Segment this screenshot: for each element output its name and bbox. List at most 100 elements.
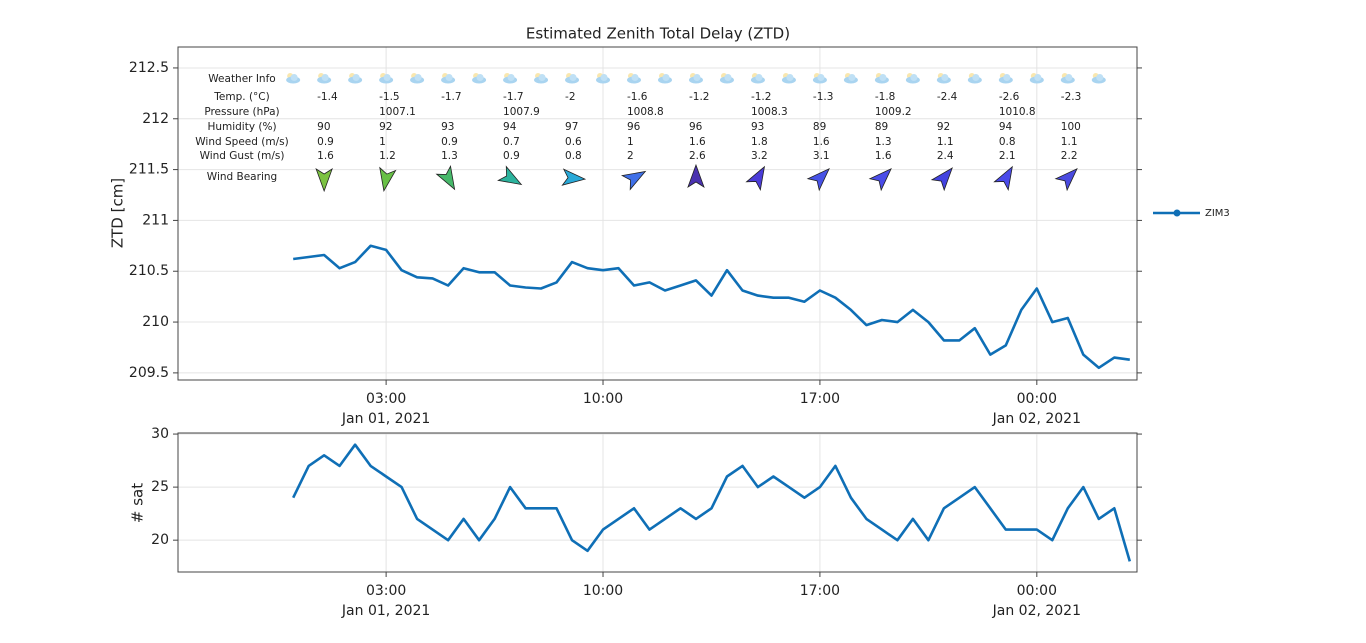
- weather-icon: [1029, 73, 1044, 84]
- cell-value: 1: [627, 136, 634, 148]
- y-axis-label: ZTD [cm]: [109, 178, 127, 248]
- weather-icon: [286, 73, 301, 84]
- cell-value: -1.7: [441, 91, 462, 103]
- x-tick-label: 17:00: [800, 391, 840, 407]
- y-tick-label: 211.5: [129, 162, 169, 178]
- cell-value: 1008.3: [751, 106, 788, 118]
- weather-icon: [348, 73, 363, 84]
- weather-icon: [688, 73, 703, 84]
- cell-value: 97: [565, 121, 578, 133]
- icon-cloud: [538, 74, 546, 81]
- weather-icon: [441, 73, 456, 84]
- wind-arrow: [1054, 167, 1078, 192]
- cell-value: 0.9: [441, 136, 458, 148]
- y-tick-label: 25: [151, 479, 169, 495]
- cell-value: 2.1: [999, 150, 1016, 162]
- cell-value: 1.2: [379, 150, 396, 162]
- x-tick-sublabel: Jan 02, 2021: [992, 603, 1081, 619]
- icon-cloud: [507, 74, 515, 81]
- icon-cloud: [1096, 74, 1104, 81]
- icon-cloud: [383, 74, 391, 81]
- cell-value: 0.8: [999, 136, 1016, 148]
- weather-icon: [317, 73, 332, 84]
- x-tick-sublabel: Jan 01, 2021: [341, 411, 430, 427]
- x-tick-label: 03:00: [366, 391, 406, 407]
- cell-value: 1010.8: [999, 106, 1036, 118]
- y-axis-label: # sat: [129, 483, 147, 523]
- icon-cloud: [724, 74, 732, 81]
- cell-value: 89: [813, 121, 826, 133]
- weather-icon: [843, 73, 858, 84]
- wind-arrow: [561, 168, 587, 186]
- cell-value: 1.6: [813, 136, 830, 148]
- x-tick-label: 03:00: [366, 583, 406, 599]
- cell-value: 1.3: [441, 150, 458, 162]
- y-tick-label: 210.5: [129, 263, 169, 279]
- icon-cloud: [600, 74, 608, 81]
- icon-cloud: [941, 74, 949, 81]
- cell-value: 1.6: [317, 150, 334, 162]
- weather-icon: [998, 73, 1013, 84]
- weather-icon: [410, 73, 425, 84]
- cell-value: -2.6: [999, 91, 1020, 103]
- icon-cloud: [631, 74, 639, 81]
- wind-arrow: [620, 170, 647, 191]
- x-tick-label: 10:00: [583, 391, 623, 407]
- y-tick-label: 30: [151, 426, 169, 442]
- icon-cloud: [445, 74, 453, 81]
- x-tick-label: 10:00: [583, 583, 623, 599]
- legend-label: ZIM3: [1205, 208, 1230, 219]
- cell-value: 92: [379, 121, 392, 133]
- icon-cloud: [972, 74, 980, 81]
- y-tick-label: 212.5: [129, 60, 169, 76]
- weather-icon: [750, 73, 765, 84]
- cell-value: -2: [565, 91, 575, 103]
- icon-cloud: [817, 74, 825, 81]
- plot-frame: [177, 46, 1138, 381]
- cell-value: 1007.9: [503, 106, 540, 118]
- cell-value: 1007.1: [379, 106, 416, 118]
- y-tick-label: 209.5: [129, 365, 169, 381]
- x-tick-sublabel: Jan 02, 2021: [992, 411, 1081, 427]
- row-label: Wind Bearing: [207, 171, 277, 183]
- cell-value: 0.9: [503, 150, 520, 162]
- icon-cloud: [755, 74, 763, 81]
- cell-value: 100: [1061, 121, 1081, 133]
- wind-arrow: [745, 165, 766, 192]
- weather-icon: [781, 73, 796, 84]
- wind-arrow: [315, 168, 333, 193]
- cell-value: -1.4: [317, 91, 338, 103]
- wind-arrow: [379, 166, 397, 192]
- icon-cloud: [693, 74, 701, 81]
- y-tick-label: 210: [142, 314, 169, 330]
- icon-cloud: [879, 74, 887, 81]
- icon-cloud: [1065, 74, 1073, 81]
- weather-icon: [812, 73, 827, 84]
- cell-value: 2.6: [689, 150, 706, 162]
- icon-cloud: [352, 74, 360, 81]
- weather-icon: [534, 73, 549, 84]
- icon-cloud: [910, 74, 918, 81]
- cell-value: 1: [379, 136, 386, 148]
- cell-value: 1.1: [1061, 136, 1078, 148]
- icon-cloud: [290, 74, 298, 81]
- cell-value: 96: [689, 121, 703, 133]
- wind-arrow: [435, 164, 456, 191]
- row-label: Wind Speed (m/s): [195, 136, 288, 148]
- cell-value: 0.7: [503, 136, 520, 148]
- icon-cloud: [848, 74, 856, 81]
- data-line: [293, 244, 1130, 370]
- cell-value: 1.8: [751, 136, 768, 148]
- cell-value: 1.1: [937, 136, 954, 148]
- x-tick-sublabel: Jan 01, 2021: [341, 603, 430, 619]
- weather-icon: [905, 73, 920, 84]
- cell-value: -1.3: [813, 91, 834, 103]
- cell-value: 0.6: [565, 136, 582, 148]
- cell-value: 90: [317, 121, 330, 133]
- cell-value: 0.9: [317, 136, 334, 148]
- wind-arrow: [497, 165, 523, 186]
- icon-cloud: [1003, 74, 1011, 81]
- weather-icon: [874, 73, 889, 84]
- cell-value: 2.2: [1061, 150, 1078, 162]
